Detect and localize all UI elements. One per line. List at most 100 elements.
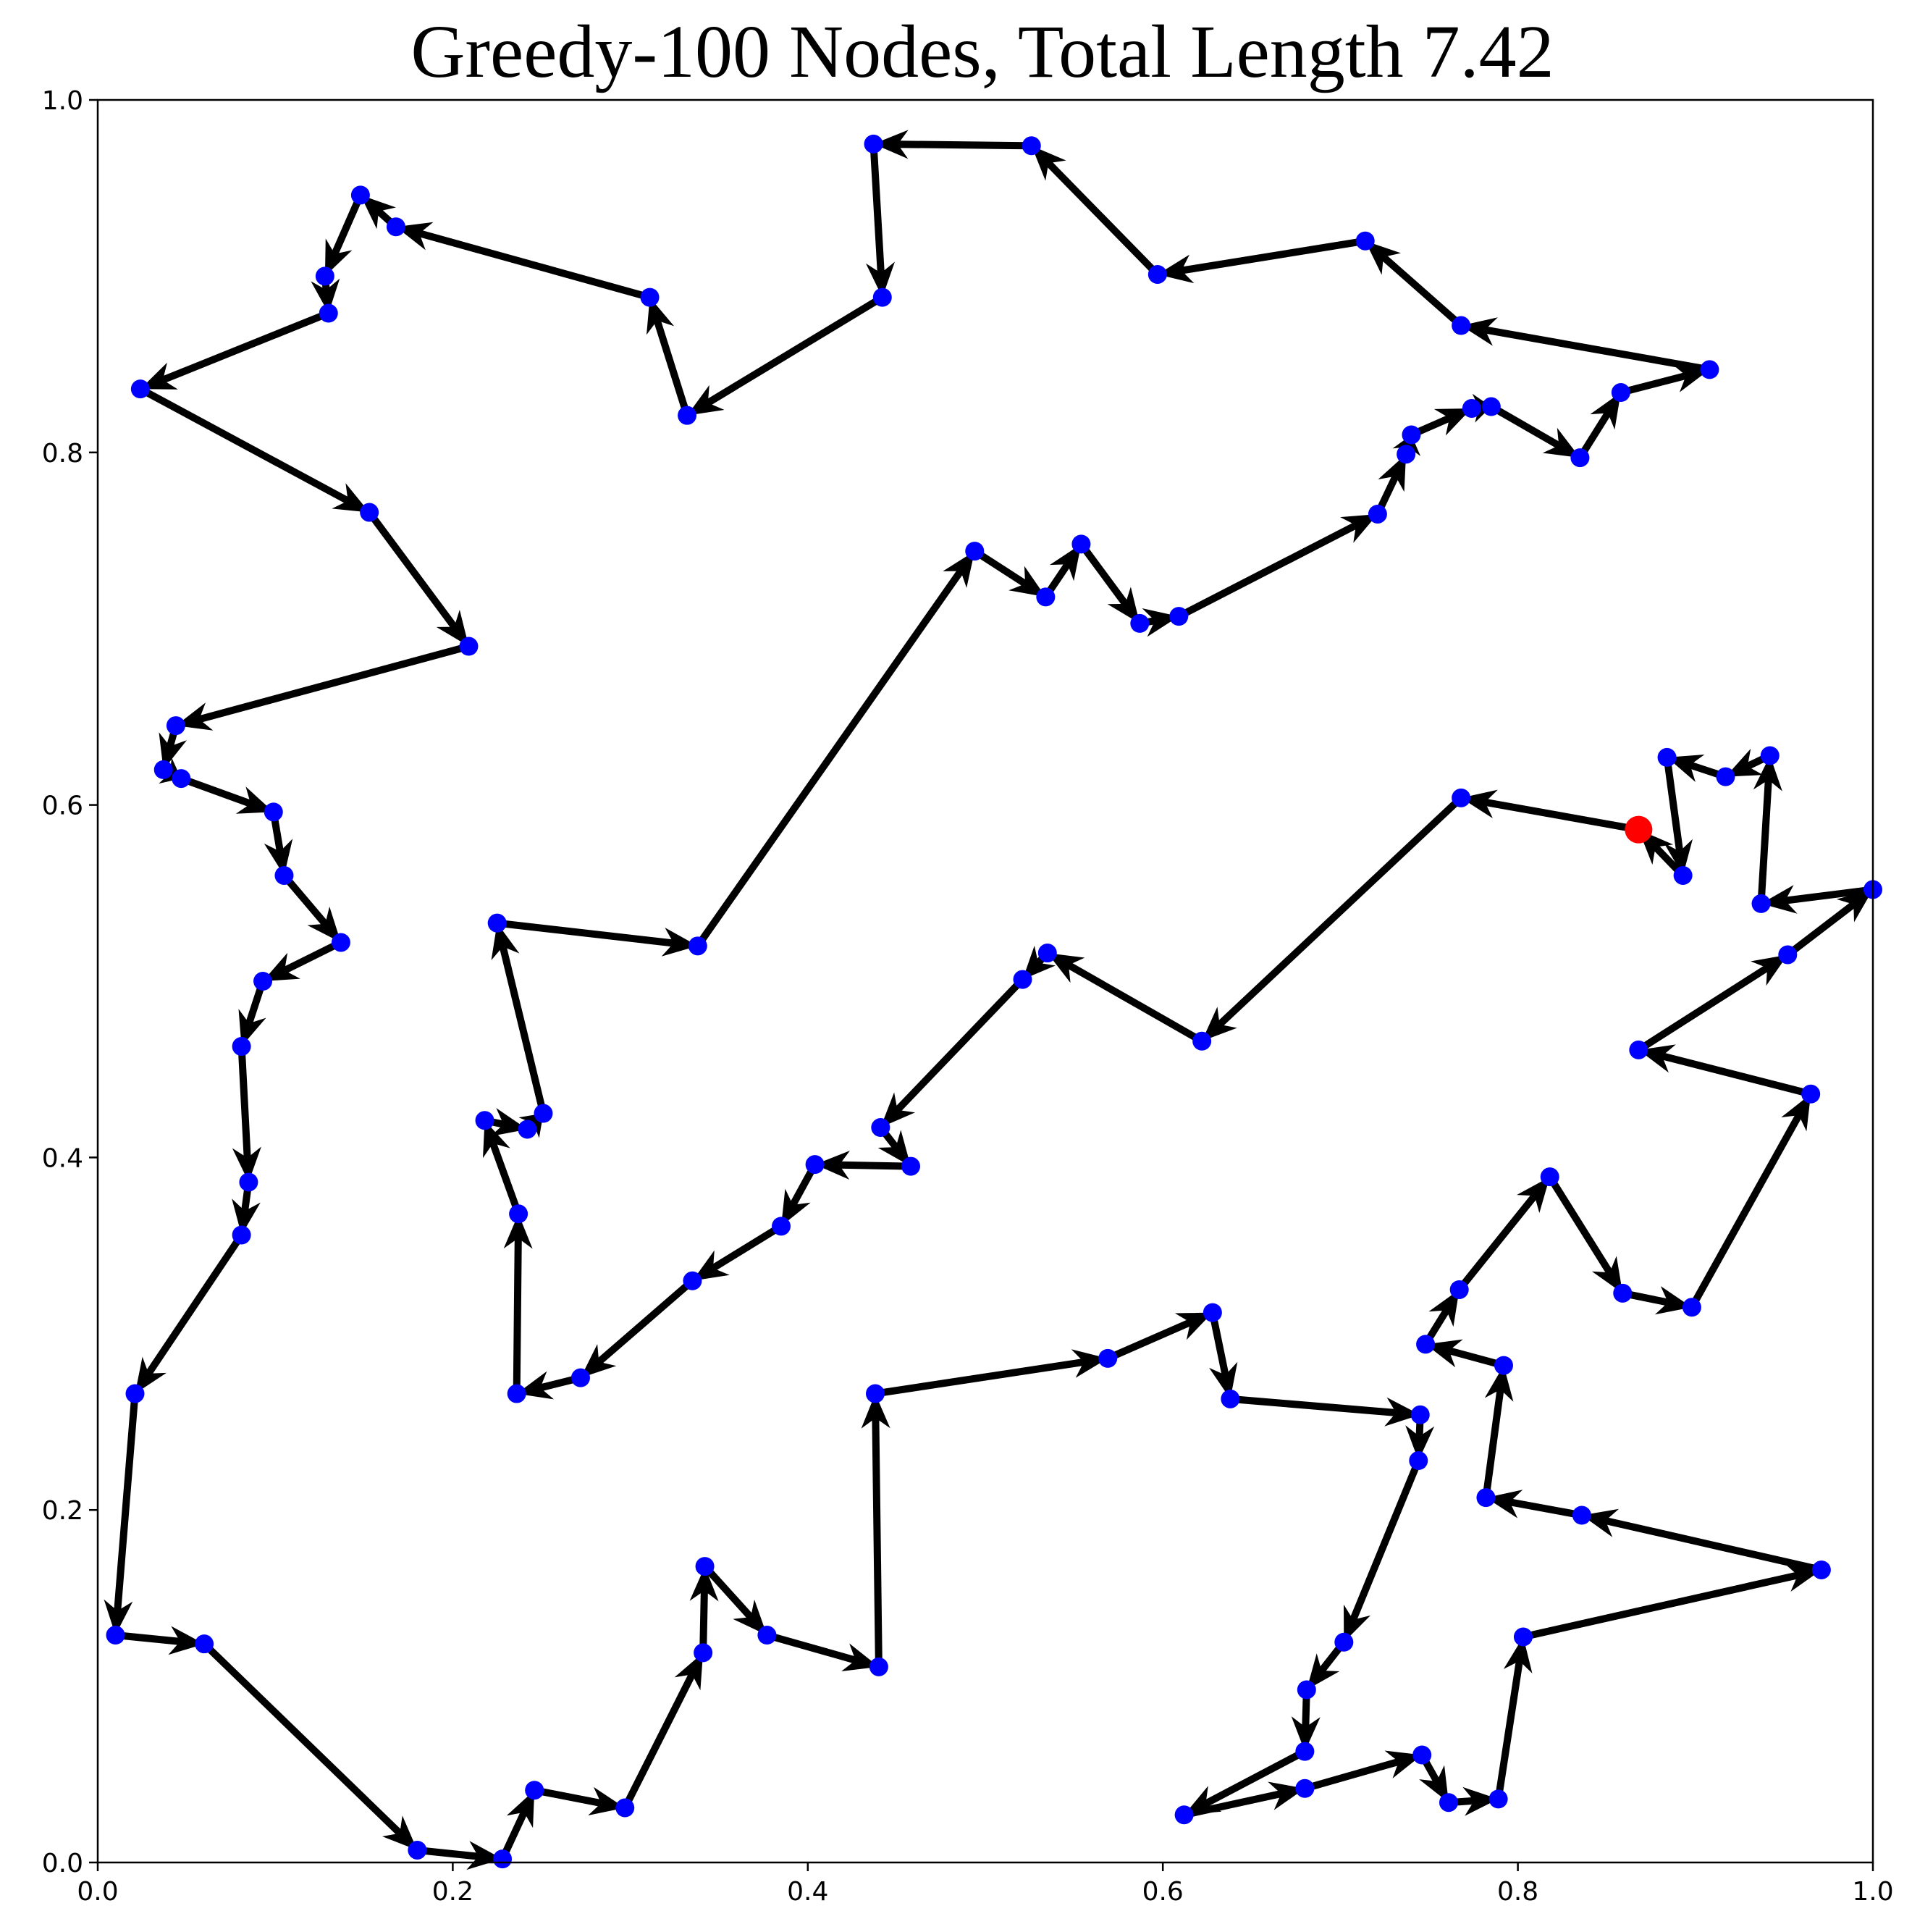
edge-line xyxy=(1785,886,1874,904)
tour-node xyxy=(1174,1805,1194,1825)
tour-node xyxy=(319,303,338,323)
edge-arrowhead xyxy=(1590,392,1621,430)
tour-edge xyxy=(647,297,691,417)
edge-line xyxy=(1522,1571,1799,1641)
tour-edge xyxy=(324,193,364,277)
edge-arrowhead xyxy=(140,362,178,390)
edge-arrowhead xyxy=(880,1092,915,1127)
tour-node xyxy=(864,134,883,154)
tour-node xyxy=(1221,1389,1240,1408)
edge-arrowhead xyxy=(1107,587,1140,623)
edge-line xyxy=(706,294,885,406)
tour-edge xyxy=(814,1151,911,1180)
edge-line xyxy=(875,1358,1085,1398)
edge-line xyxy=(1620,371,1688,396)
tour-edge xyxy=(880,977,1026,1127)
edge-line xyxy=(1456,1193,1538,1293)
tour-node xyxy=(1811,1560,1831,1579)
edge-arrowhead xyxy=(175,702,214,731)
edge-arrowhead xyxy=(781,1188,811,1227)
edge-line xyxy=(1757,779,1772,904)
edge-line xyxy=(331,193,364,256)
tour-node xyxy=(757,1626,777,1645)
tour-edge xyxy=(115,1626,205,1655)
tour-edge xyxy=(135,1232,245,1394)
tour-node xyxy=(534,1104,553,1123)
edge-line xyxy=(1176,521,1358,620)
edge-line xyxy=(1663,757,1684,852)
edge-arrowhead xyxy=(503,1214,533,1249)
tour-node xyxy=(1778,945,1798,965)
tour-edge xyxy=(1638,1044,1812,1098)
edge-arrowhead xyxy=(1174,1312,1213,1340)
edge-arrowhead xyxy=(1638,1044,1676,1073)
tour-edge xyxy=(180,775,274,814)
edge-arrowhead xyxy=(395,222,434,251)
tour-node xyxy=(688,936,707,956)
tour-node xyxy=(1760,746,1780,765)
y-tick-label: 0.0 xyxy=(42,1849,83,1878)
tour-node xyxy=(360,503,379,522)
tour-node xyxy=(1611,383,1630,403)
chart-title: Greedy-100 Nodes, Total Length 7.42 xyxy=(410,10,1554,93)
edge-arrowhead xyxy=(841,1643,879,1671)
tour-edge xyxy=(175,642,470,731)
tour-node xyxy=(1452,316,1471,335)
edge-line xyxy=(699,1590,708,1653)
edge-line xyxy=(115,1631,181,1645)
tour-node xyxy=(253,972,273,991)
tour-node xyxy=(1801,1084,1821,1104)
edge-line xyxy=(1509,1498,1583,1519)
tour-edge xyxy=(138,385,370,513)
tour-node xyxy=(509,1204,528,1224)
tour-edge xyxy=(866,143,895,298)
edge-line xyxy=(138,385,350,505)
edge-arrowhead xyxy=(232,1198,261,1235)
x-tick-label: 0.6 xyxy=(1142,1877,1184,1907)
edge-arrowhead xyxy=(1517,1177,1550,1214)
tour-edge xyxy=(1078,542,1140,623)
edge-arrowhead xyxy=(324,238,353,277)
edge-arrowhead xyxy=(1664,839,1693,875)
tour-node xyxy=(1716,767,1735,786)
tour-edge xyxy=(1663,757,1693,875)
tour-node xyxy=(901,1156,921,1176)
tour-node xyxy=(865,1384,885,1403)
edge-arrowhead xyxy=(436,610,469,647)
edge-arrowhead xyxy=(1384,1750,1423,1778)
start-node xyxy=(1625,815,1653,844)
tour-node xyxy=(683,1271,702,1290)
edge-line xyxy=(1604,1517,1823,1574)
tour-edge xyxy=(1546,1175,1623,1293)
tour-node xyxy=(1476,1488,1496,1508)
tour-node xyxy=(1013,970,1032,989)
tour-edge xyxy=(503,1214,533,1394)
plot-area xyxy=(98,100,1873,1862)
tour-node xyxy=(487,913,507,933)
tour-node xyxy=(1147,264,1167,284)
tour-edge xyxy=(692,1223,783,1281)
tour-node xyxy=(1203,1303,1222,1322)
tour-edge xyxy=(395,222,651,301)
edge-line xyxy=(898,140,1032,150)
edge-line xyxy=(201,1641,403,1836)
edge-line xyxy=(1448,1347,1505,1369)
edge-arrowhead xyxy=(135,1356,167,1394)
edge-line xyxy=(1204,1748,1307,1807)
tour-node xyxy=(1629,1040,1648,1059)
tour-node xyxy=(1572,1505,1591,1525)
tour-edge xyxy=(1031,146,1161,277)
tour-node xyxy=(493,1849,513,1869)
tour-node xyxy=(172,769,191,789)
tour-node xyxy=(1409,1451,1428,1471)
tour-node xyxy=(1540,1167,1559,1187)
tour-node xyxy=(1657,747,1677,767)
edge-line xyxy=(1381,254,1464,329)
edge-line xyxy=(1785,901,1856,958)
tour-edge xyxy=(766,1631,879,1671)
tour-node xyxy=(1402,425,1421,445)
edge-line xyxy=(534,1786,602,1807)
edge-arrowhead xyxy=(1753,755,1782,791)
edge-arrowhead xyxy=(1384,1397,1420,1427)
tour-edge xyxy=(497,919,698,957)
